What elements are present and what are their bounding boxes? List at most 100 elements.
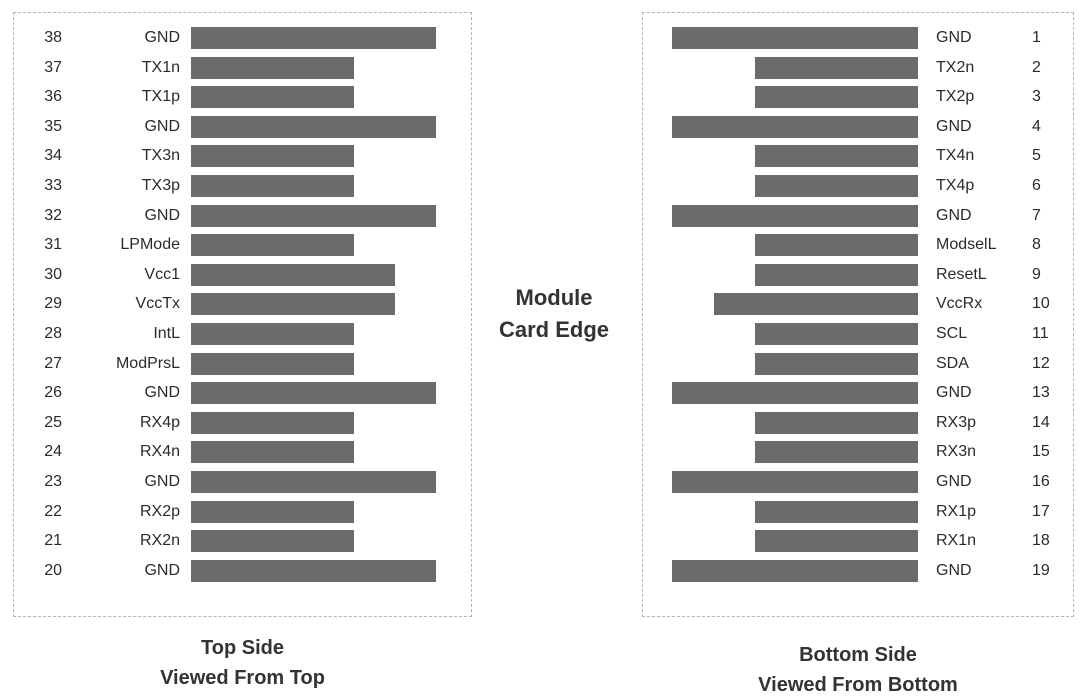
contact-pad: [714, 293, 918, 316]
pin-number: 38: [44, 29, 62, 46]
pin-number: 6: [1032, 177, 1041, 194]
top-pin-row: 34 TX3n: [0, 145, 1087, 168]
bottom-pin-row: 2 TX2n: [0, 56, 1087, 79]
pin-number: 29: [44, 295, 62, 313]
bottom-pin-row: 15 RX3n: [0, 441, 1087, 464]
pin-signal-name: GND: [936, 561, 972, 579]
contact-pad: [755, 323, 918, 345]
bottom-side-panel: [642, 12, 1074, 617]
contact-pad: [755, 263, 918, 286]
pin-number: 19: [1032, 561, 1050, 579]
pin-number: 36: [44, 88, 62, 106]
pin-signal-name: GND: [936, 384, 972, 402]
pin-number: 24: [44, 443, 62, 461]
contact-pad: [191, 86, 354, 109]
pin-number: 37: [44, 58, 62, 76]
pin-signal-name: GND: [144, 473, 180, 490]
contact-pad: [672, 115, 918, 138]
top-pin-row: 31 LPMode: [0, 234, 1087, 257]
pin-signal-name: TX2p: [936, 88, 975, 106]
pin-signal-name: ModselL: [936, 236, 997, 254]
contact-pad: [191, 471, 436, 493]
pin-number: 32: [44, 206, 62, 224]
pin-number: 23: [44, 473, 62, 490]
top-pin-row: 35 GND: [0, 115, 1087, 138]
top-pin-row: 29 VccTx: [0, 293, 1087, 316]
contact-pad: [191, 145, 354, 168]
pin-signal-name: GND: [144, 117, 180, 135]
bottom-pin-row: 6 TX4p: [0, 175, 1087, 197]
center-label-line2: Card Edge: [498, 317, 610, 342]
pin-number: 28: [44, 325, 62, 342]
pin-number: 17: [1032, 502, 1050, 520]
pin-signal-name: GND: [144, 29, 180, 46]
top-pin-row: 33 TX3p: [0, 175, 1087, 197]
pin-signal-name: GND: [144, 561, 180, 579]
contact-pad: [191, 441, 354, 464]
contact-pad: [191, 530, 354, 553]
top-caption-line1: Top Side: [201, 637, 284, 659]
bottom-pin-row: 10 VccRx: [0, 293, 1087, 316]
pin-number: 7: [1032, 206, 1041, 224]
pin-signal-name: TX3n: [141, 147, 180, 165]
bottom-pin-row: 18 RX1n: [0, 530, 1087, 553]
pin-number: 25: [44, 413, 62, 431]
top-pin-row: 24 RX4n: [0, 441, 1087, 464]
contact-pad: [755, 411, 918, 434]
pin-number: 21: [44, 532, 62, 550]
top-side-panel: [13, 12, 472, 617]
pin-number: 14: [1032, 413, 1050, 431]
top-pin-row: 30 Vcc1: [0, 263, 1087, 286]
pin-signal-name: RX3n: [936, 443, 977, 461]
bottom-pin-row: 8 ModselL: [0, 234, 1087, 257]
contact-pad: [755, 175, 918, 197]
contact-pad: [191, 56, 354, 79]
bottom-pin-row: 14 RX3p: [0, 411, 1087, 434]
pin-signal-name: TX4n: [936, 147, 975, 165]
bottom-pin-row: 12 SDA: [0, 352, 1087, 375]
top-pin-row: 22 RX2p: [0, 500, 1087, 523]
top-pin-row: 32 GND: [0, 204, 1087, 227]
bottom-pin-row: 4 GND: [0, 115, 1087, 138]
top-pin-row: 21 RX2n: [0, 530, 1087, 553]
top-pin-row: 25 RX4p: [0, 411, 1087, 434]
bottom-pin-row: 3 TX2p: [0, 86, 1087, 109]
pin-signal-name: TX3p: [141, 177, 180, 194]
pin-number: 3: [1032, 88, 1041, 106]
pin-signal-name: SCL: [936, 325, 968, 342]
contact-pad: [191, 263, 395, 286]
center-label-line1: Module: [515, 285, 593, 310]
contact-pad: [191, 175, 354, 197]
top-pin-row: 20 GND: [0, 559, 1087, 582]
pin-signal-name: RX4p: [139, 413, 180, 431]
pin-number: 12: [1032, 354, 1050, 372]
top-pin-row: 26 GND: [0, 382, 1087, 405]
top-pin-row: 27 ModPrsL: [0, 352, 1087, 375]
pin-signal-name: Vcc1: [144, 265, 180, 283]
pin-number: 5: [1032, 147, 1041, 165]
pin-number: 16: [1032, 473, 1050, 490]
pin-number: 4: [1032, 117, 1041, 135]
pin-signal-name: TX2n: [936, 58, 975, 76]
pin-number: 34: [44, 147, 62, 165]
contact-pad: [672, 559, 918, 582]
contact-pad: [755, 500, 918, 523]
pin-number: 11: [1032, 325, 1049, 342]
top-caption-line2: Viewed From Top: [160, 667, 325, 689]
pin-signal-name: TX1p: [141, 88, 180, 106]
pin-signal-name: RX2n: [139, 532, 180, 550]
pin-signal-name: LPMode: [120, 236, 180, 254]
contact-pad: [191, 500, 354, 523]
pin-signal-name: TX1n: [141, 58, 180, 76]
pin-signal-name: GND: [936, 117, 972, 135]
bottom-pin-row: 1 GND: [0, 27, 1087, 49]
bottom-pin-row: 16 GND: [0, 471, 1087, 493]
pin-signal-name: VccRx: [936, 295, 983, 313]
pin-signal-name: VccTx: [135, 295, 180, 313]
pin-number: 10: [1032, 295, 1050, 313]
bottom-pin-row: 19 GND: [0, 559, 1087, 582]
bottom-pin-row: 11 SCL: [0, 323, 1087, 345]
contact-pad: [755, 530, 918, 553]
top-pin-row: 37 TX1n: [0, 56, 1087, 79]
pin-number: 15: [1032, 443, 1050, 461]
